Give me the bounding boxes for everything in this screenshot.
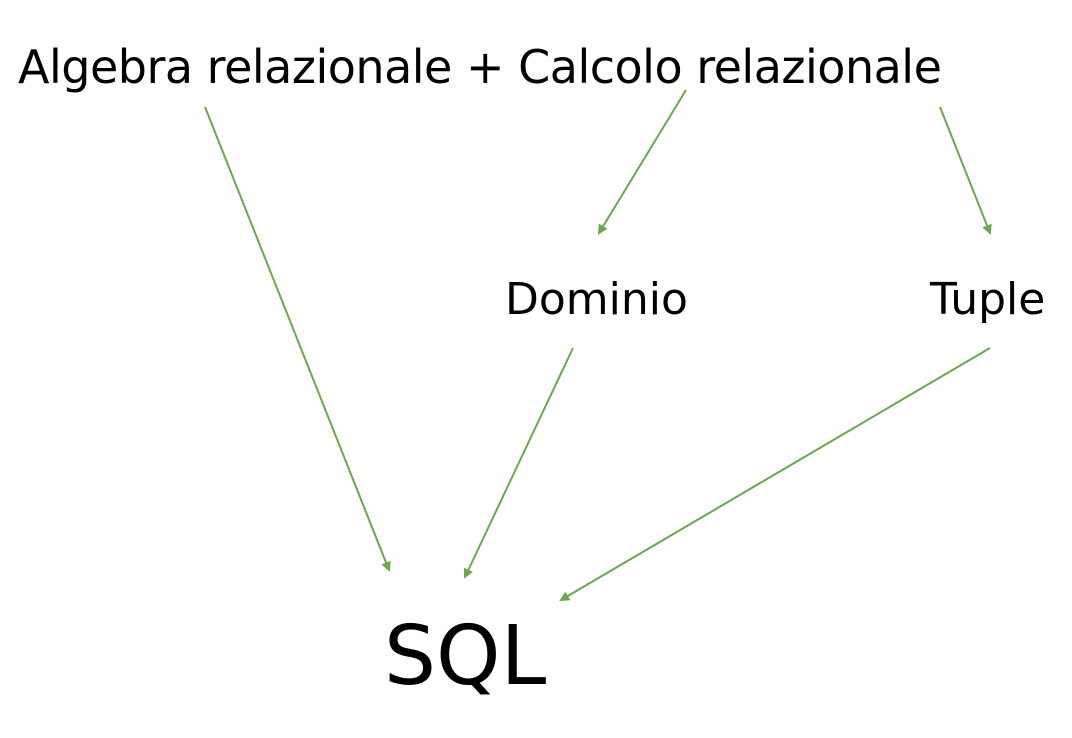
tuple-label: Tuple	[930, 274, 1046, 325]
arrow-calcolo-to-tuple	[939, 106, 992, 235]
arrow-dominio-to-sql	[463, 347, 574, 579]
plus-sign: +	[465, 40, 505, 94]
algebra-relazionale-label: Algebra relazionale	[18, 40, 452, 94]
arrow-algebra-to-sql	[204, 106, 391, 572]
calcolo-relazionale-label: Calcolo relazionale	[518, 40, 942, 94]
sql-label: SQL	[384, 609, 547, 704]
dominio-label: Dominio	[505, 274, 688, 325]
arrow-tuple-to-sql	[559, 347, 991, 602]
arrow-calcolo-to-dominio	[597, 89, 687, 235]
source-heading: Algebra relazionale + Calcolo relazional…	[18, 44, 942, 90]
